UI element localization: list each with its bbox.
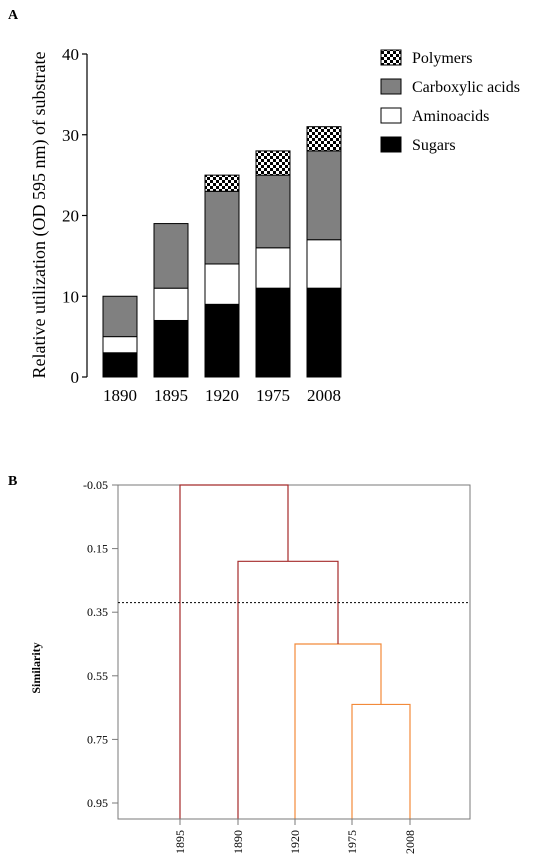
leaf-label: 2008 — [403, 830, 417, 854]
x-tick-label: 1920 — [205, 386, 239, 405]
y-tick-label: 10 — [62, 287, 79, 306]
y-tick-label: 40 — [62, 45, 79, 64]
bar-segment — [102, 352, 138, 378]
y-axis: -0.05 0.15 0.35 0.55 0.75 0.95 — [83, 478, 118, 810]
x-tick-label: 1890 — [103, 386, 137, 405]
y-tick-label: -0.05 — [83, 478, 108, 492]
legend-swatch — [380, 78, 402, 95]
leaf-label: 1890 — [231, 830, 245, 854]
dendrogram-branches — [179, 484, 411, 819]
leaf-label: 1920 — [288, 830, 302, 854]
y-tick-label: 0.15 — [87, 542, 108, 556]
x-tick-labels: 1890 1895 1920 1975 2008 — [103, 386, 341, 405]
bar-segment — [306, 126, 342, 152]
y-tick-label: 20 — [62, 207, 79, 226]
legend-label: Polymers — [412, 50, 472, 67]
dendrogram-link — [179, 484, 289, 819]
legend-label: Sugars — [412, 137, 456, 154]
y-axis: 0 10 20 30 40 — [62, 45, 88, 387]
leaf-label: 1975 — [345, 830, 359, 854]
y-tick-label: 0.95 — [87, 796, 108, 810]
panel-b-label: B — [8, 474, 17, 489]
legend-swatch — [380, 49, 402, 66]
bar-segment — [153, 319, 189, 378]
bar-segment — [306, 287, 342, 378]
y-tick-label: 0.75 — [87, 732, 108, 746]
y-tick-label: 0.55 — [87, 669, 108, 683]
x-tick-label: 2008 — [307, 386, 341, 405]
y-axis-label: Similarity — [29, 642, 43, 693]
leaf-labels: 1895 1890 1920 1975 2008 — [118, 818, 470, 854]
bar-segment — [102, 336, 138, 354]
dendrogram-link — [237, 560, 339, 819]
dendrogram-chart: -0.05 0.15 0.35 0.55 0.75 0.95 1895 1890 1920 19… — [29, 478, 471, 854]
dendrogram-link — [294, 643, 382, 819]
bar-segment — [204, 174, 240, 192]
bar-segment — [255, 174, 291, 249]
plot-frame — [117, 484, 471, 820]
bar-segment — [306, 150, 342, 241]
bar-stacks — [102, 126, 342, 378]
y-axis-label: Relative utilization (OD 595 nm) of subs… — [29, 52, 50, 379]
bar-segment — [102, 295, 138, 338]
y-tick-label: 0 — [71, 368, 80, 387]
bar-segment — [255, 247, 291, 289]
bar-segment — [153, 287, 189, 321]
y-tick-label: 0.35 — [87, 605, 108, 619]
legend-swatch — [380, 136, 402, 153]
y-tick-label: 30 — [62, 126, 79, 145]
bar-segment — [306, 239, 342, 289]
x-tick-label: 1895 — [154, 386, 188, 405]
bar-segment — [204, 303, 240, 378]
dendrogram-link — [351, 703, 411, 819]
legend-label: Carboxylic acids — [412, 79, 520, 96]
legend: Polymers Carboxylic acids Aminoacids Sugars — [380, 49, 520, 154]
panel-a-label: A — [8, 8, 19, 23]
bar-segment — [153, 223, 189, 289]
bar-segment — [204, 263, 240, 305]
legend-swatch — [380, 107, 402, 124]
legend-label: Aminoacids — [412, 108, 489, 125]
bar-segment — [255, 287, 291, 378]
bar-segment — [204, 190, 240, 265]
bar-segment — [255, 150, 291, 176]
x-tick-label: 1975 — [256, 386, 290, 405]
stacked-bar-chart: 0 10 20 30 40 1890 1895 1920 1975 2008 Relative … — [29, 45, 520, 405]
leaf-label: 1895 — [173, 830, 187, 854]
